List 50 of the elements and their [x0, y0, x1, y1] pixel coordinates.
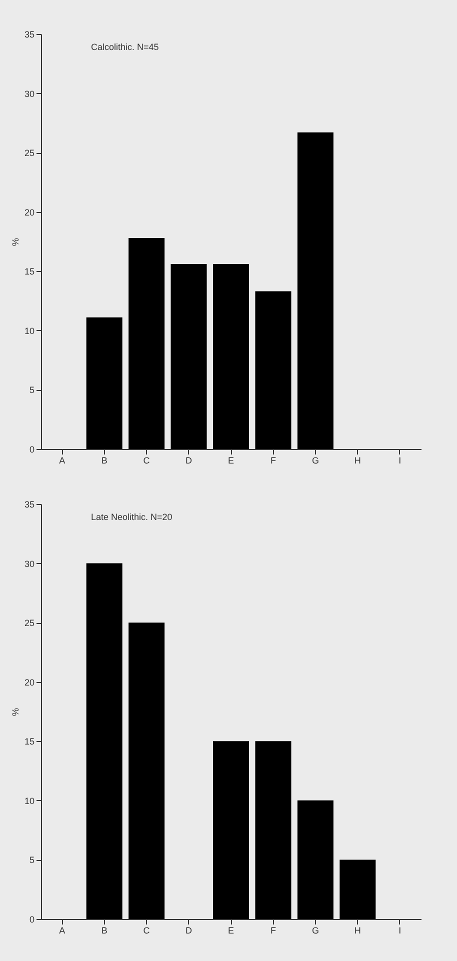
y-tick-label: 35 — [24, 500, 34, 510]
y-tick-label: 20 — [24, 207, 34, 218]
y-tick-label: 35 — [24, 30, 34, 40]
y-tick-label: 5 — [29, 855, 34, 866]
bar — [255, 291, 292, 449]
y-tick-label: 20 — [24, 677, 34, 688]
x-tick-label: I — [398, 456, 402, 466]
x-tick-label: A — [59, 926, 66, 936]
x-tick-label: I — [398, 926, 402, 936]
x-tick-label: E — [228, 926, 234, 936]
y-axis-title: % — [10, 708, 20, 716]
y-tick-label: 15 — [24, 266, 34, 277]
bar — [128, 622, 165, 919]
x-tick-label: D — [186, 926, 193, 936]
text: Late Neolithic. N=20 — [90, 512, 172, 522]
x-tick-label: F — [270, 926, 276, 936]
x-tick-label: E — [228, 456, 234, 466]
y-tick-label: 30 — [24, 558, 34, 569]
x-tick-label: C — [143, 456, 150, 466]
bar — [86, 563, 122, 919]
y-tick-label: 15 — [24, 736, 34, 747]
y-axis-title: % — [10, 238, 20, 246]
bar — [86, 317, 122, 449]
x-tick-label: C — [143, 926, 150, 936]
x-tick-label: G — [312, 926, 319, 936]
bar — [170, 264, 207, 449]
y-tick-label: 25 — [24, 618, 34, 628]
bar — [255, 741, 292, 919]
bar — [297, 800, 334, 919]
x-tick-label: H — [354, 926, 361, 936]
x-tick-label: G — [312, 456, 319, 466]
text: Calcolithic. N=45 — [90, 42, 159, 52]
y-tick-label: 0 — [29, 914, 34, 924]
bar — [213, 264, 249, 449]
y-tick-label: 30 — [24, 88, 34, 99]
x-tick-label: F — [270, 456, 276, 466]
x-tick-label: A — [59, 456, 66, 466]
x-tick-label: D — [186, 456, 193, 466]
x-tick-label: H — [354, 456, 361, 466]
y-tick-label: 10 — [24, 326, 34, 336]
bar — [128, 238, 165, 449]
y-tick-label: 0 — [29, 444, 34, 454]
bar — [213, 741, 249, 919]
bar — [340, 860, 376, 919]
bar — [297, 132, 334, 449]
y-tick-label: 10 — [24, 796, 34, 806]
x-tick-label: B — [101, 926, 108, 936]
x-tick-label: B — [101, 456, 108, 466]
y-tick-label: 25 — [24, 148, 34, 158]
y-tick-label: 5 — [29, 385, 34, 396]
